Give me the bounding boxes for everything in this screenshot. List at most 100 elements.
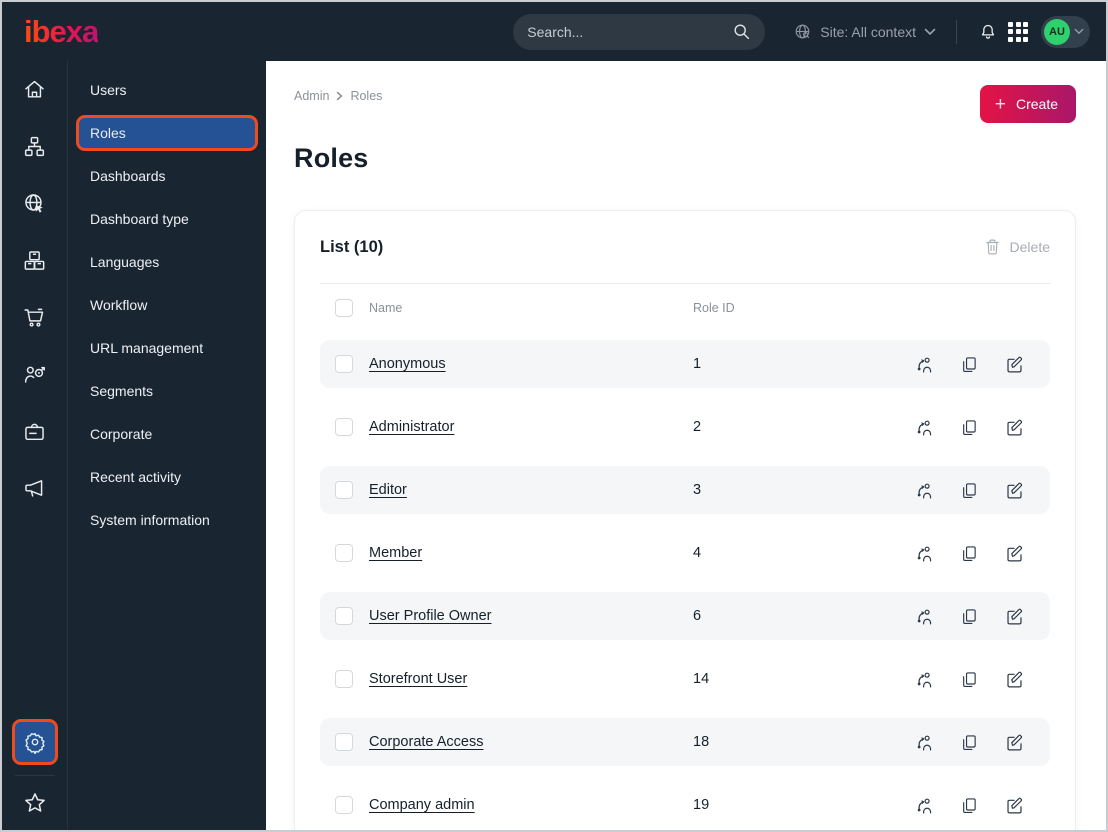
row-checkbox[interactable] — [335, 544, 353, 562]
role-id-value: 19 — [693, 797, 710, 813]
copy-role-button[interactable] — [959, 669, 979, 689]
row-checkbox[interactable] — [335, 418, 353, 436]
table-body: Anonymous 1 — [320, 340, 1050, 829]
role-name-link[interactable]: Anonymous — [369, 356, 446, 372]
sidebar-item-label: Recent activity — [90, 469, 182, 485]
assign-users-button[interactable] — [914, 417, 934, 437]
sidebar-item-users[interactable]: Users — [76, 72, 258, 108]
globe-pointer-icon — [22, 191, 47, 216]
copy-role-button[interactable] — [959, 417, 979, 437]
edit-role-button[interactable] — [1004, 480, 1024, 500]
edit-icon — [1005, 796, 1024, 815]
row-checkbox[interactable] — [335, 607, 353, 625]
user-menu[interactable]: AU — [1041, 15, 1090, 48]
role-name-link[interactable]: Administrator — [369, 419, 455, 435]
role-id-value: 18 — [693, 734, 710, 750]
sidebar-item-dashboards[interactable]: Dashboards — [76, 158, 258, 194]
role-name-link[interactable]: Corporate Access — [369, 734, 484, 750]
copy-role-button[interactable] — [959, 543, 979, 563]
edit-role-button[interactable] — [1004, 606, 1024, 626]
chevron-down-icon — [924, 28, 936, 35]
notifications-button[interactable] — [973, 17, 1003, 47]
delete-button-label: Delete — [1009, 239, 1050, 255]
assign-users-button[interactable] — [914, 606, 934, 626]
assign-users-button[interactable] — [914, 480, 934, 500]
breadcrumb-admin[interactable]: Admin — [294, 89, 330, 103]
assign-users-button[interactable] — [914, 669, 934, 689]
assign-user-icon — [915, 481, 934, 500]
edit-role-button[interactable] — [1004, 354, 1024, 374]
site-context-selector[interactable]: Site: All context — [793, 22, 936, 41]
rail-bottom — [11, 719, 58, 830]
rail-item-settings[interactable] — [11, 719, 58, 765]
table-row: Administrator 2 — [320, 403, 1050, 451]
edit-role-button[interactable] — [1004, 543, 1024, 563]
sidebar-item-segments[interactable]: Segments — [76, 373, 258, 409]
sidebar-item-corporate[interactable]: Corporate — [76, 416, 258, 452]
rail-item-commerce[interactable] — [2, 289, 68, 346]
global-search[interactable] — [513, 13, 766, 50]
rail-item-marketing[interactable] — [2, 460, 68, 517]
rail-item-home[interactable] — [2, 61, 68, 118]
edit-role-button[interactable] — [1004, 417, 1024, 437]
copy-icon — [960, 544, 978, 563]
rail-divider — [14, 775, 55, 776]
plus-icon: + — [994, 93, 1006, 115]
row-checkbox[interactable] — [335, 355, 353, 373]
copy-role-button[interactable] — [959, 606, 979, 626]
role-name-link[interactable]: Company admin — [369, 797, 475, 813]
rail-item-bookmarks[interactable] — [15, 782, 55, 824]
copy-role-button[interactable] — [959, 354, 979, 374]
rail-item-corporate[interactable] — [2, 403, 68, 460]
copy-role-button[interactable] — [959, 732, 979, 752]
rail-item-storage[interactable] — [2, 232, 68, 289]
role-name-link[interactable]: User Profile Owner — [369, 608, 492, 624]
copy-role-button[interactable] — [959, 795, 979, 815]
assign-users-button[interactable] — [914, 732, 934, 752]
table-row: Corporate Access 18 — [320, 718, 1050, 766]
sidebar-item-roles[interactable]: Roles — [76, 115, 258, 151]
role-id-value: 14 — [693, 671, 710, 687]
select-all-checkbox[interactable] — [335, 299, 353, 317]
breadcrumb-roles: Roles — [350, 89, 383, 103]
create-button[interactable]: + Create — [979, 85, 1076, 123]
bell-icon — [978, 22, 998, 42]
delete-button[interactable]: Delete — [984, 238, 1050, 256]
assign-users-button[interactable] — [914, 354, 934, 374]
card-divider — [320, 283, 1050, 284]
rail-item-content-tree[interactable] — [2, 118, 68, 175]
edit-icon — [1005, 355, 1024, 374]
sidebar-item-system-information[interactable]: System information — [76, 502, 258, 538]
role-id-value: 4 — [693, 545, 702, 561]
row-checkbox[interactable] — [335, 481, 353, 499]
edit-icon — [1005, 481, 1024, 500]
edit-role-button[interactable] — [1004, 732, 1024, 752]
sidebar-item-workflow[interactable]: Workflow — [76, 287, 258, 323]
app-grid-button[interactable] — [1003, 17, 1033, 47]
assign-users-button[interactable] — [914, 543, 934, 563]
edit-role-button[interactable] — [1004, 795, 1024, 815]
search-icon[interactable] — [732, 22, 751, 41]
search-input[interactable] — [527, 23, 733, 40]
sidebar-item-dashboard-type[interactable]: Dashboard type — [76, 201, 258, 237]
role-name-link[interactable]: Member — [369, 545, 423, 561]
role-name-link[interactable]: Storefront User — [369, 671, 468, 687]
edit-role-button[interactable] — [1004, 669, 1024, 689]
copy-role-button[interactable] — [959, 480, 979, 500]
topbar-divider — [956, 19, 957, 44]
role-name-link[interactable]: Editor — [369, 482, 407, 498]
rail-item-personalization[interactable] — [2, 346, 68, 403]
icon-rail — [2, 61, 68, 830]
edit-icon — [1005, 670, 1024, 689]
row-checkbox[interactable] — [335, 796, 353, 814]
grid-icon — [1008, 21, 1028, 42]
row-checkbox[interactable] — [335, 670, 353, 688]
row-checkbox[interactable] — [335, 733, 353, 751]
assign-users-button[interactable] — [914, 795, 934, 815]
sidebar-item-url-management[interactable]: URL management — [76, 330, 258, 366]
avatar: AU — [1044, 18, 1070, 45]
sidebar-item-languages[interactable]: Languages — [76, 244, 258, 280]
rail-item-site[interactable] — [2, 175, 68, 232]
breadcrumb-separator-icon — [337, 91, 344, 101]
sidebar-item-recent-activity[interactable]: Recent activity — [76, 459, 258, 495]
